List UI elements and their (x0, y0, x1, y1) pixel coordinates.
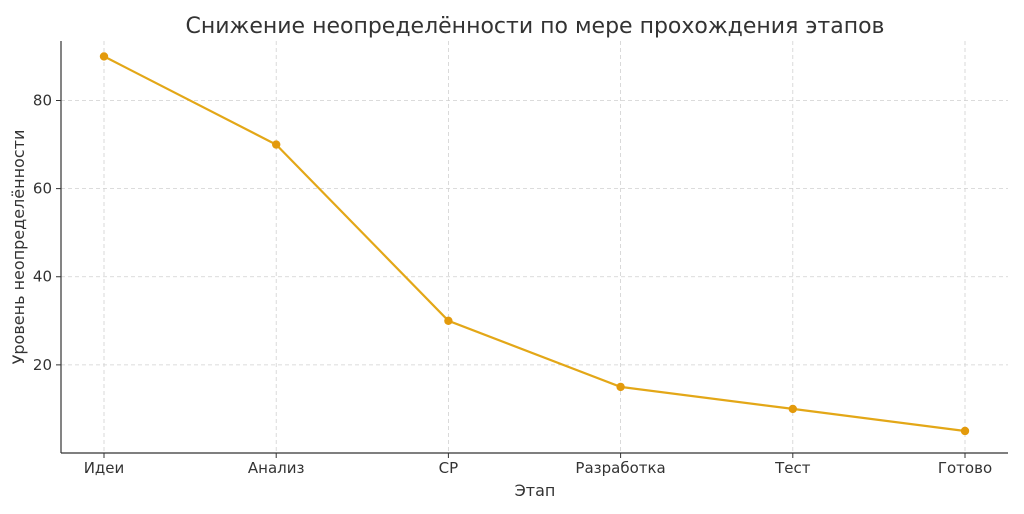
data-point (444, 316, 453, 326)
y-gridlines (61, 100, 1008, 366)
y-tick-label: 20 (33, 356, 52, 374)
x-tick-label: Тест (774, 459, 811, 477)
y-tick-label: 80 (33, 91, 52, 109)
x-tick-label: Анализ (248, 459, 305, 477)
x-ticks: Идеи Анализ СР Разработка Тест Готово (84, 453, 992, 477)
chart-title: Снижение неопределённости по мере прохож… (185, 14, 884, 39)
data-point (99, 52, 109, 61)
x-axis-label: Этап (515, 481, 556, 500)
y-axis-label: Уровень неопределённости (9, 130, 28, 365)
x-gridlines (103, 41, 966, 453)
y-tick-label: 40 (33, 268, 52, 286)
x-tick-label: Разработка (575, 459, 665, 477)
x-tick-label: Готово (938, 459, 992, 477)
y-tick-label: 60 (33, 180, 52, 198)
y-ticks: 20 40 60 80 (33, 91, 61, 374)
data-point (272, 140, 281, 149)
x-tick-label: Идеи (84, 459, 125, 477)
data-point (616, 382, 625, 392)
data-markers (99, 52, 970, 436)
data-point (788, 404, 797, 414)
data-point (960, 426, 970, 436)
x-tick-label: СР (439, 459, 459, 477)
series-line (103, 55, 966, 433)
